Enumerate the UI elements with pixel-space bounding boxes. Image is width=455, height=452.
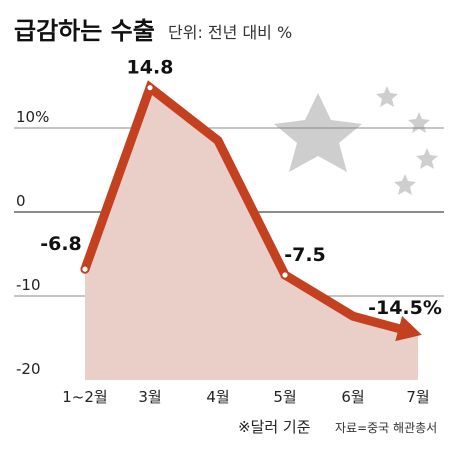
- data-label-0: -6.8: [40, 233, 82, 255]
- x-tick-labels: 1~2월 3월 4월 5월 6월 7월: [62, 388, 429, 406]
- point-marker-0: [80, 264, 90, 274]
- large-star-icon: [274, 93, 362, 172]
- data-label-5: -14.5%: [368, 297, 442, 319]
- y-tick-label-2: -10: [16, 276, 41, 294]
- y-tick-labels: 10% 0 -10 -20: [16, 108, 49, 378]
- y-tick-label-1: 0: [16, 192, 26, 210]
- y-tick-label-3: -20: [16, 360, 41, 378]
- data-label-3: -7.5: [284, 244, 326, 266]
- x-tick-label-3: 5월: [273, 388, 296, 406]
- small-star-icon-2: [408, 112, 430, 133]
- x-tick-label-0: 1~2월: [62, 388, 107, 406]
- decorative-stars: [274, 86, 438, 195]
- data-label-1: 14.8: [127, 57, 174, 79]
- arrowhead-icon: [395, 316, 422, 342]
- x-tick-label-1: 3월: [138, 388, 161, 406]
- small-star-icon-3: [416, 148, 438, 169]
- y-tick-label-0: 10%: [16, 108, 49, 126]
- small-star-icon-4: [394, 174, 416, 195]
- point-marker-3: [280, 270, 290, 280]
- chart-title: 급감하는 수출: [14, 17, 155, 45]
- data-labels: -6.8 14.8 -7.5 -14.5%: [40, 57, 442, 319]
- source-note: 자료=중국 해관총서: [335, 421, 437, 435]
- x-tick-label-5: 7월: [406, 388, 429, 406]
- point-marker-1: [145, 83, 155, 93]
- point-markers: [80, 83, 290, 280]
- small-star-icon-1: [376, 86, 398, 107]
- series-line: [80, 80, 402, 334]
- chart-subtitle: 단위: 전년 대비 %: [168, 23, 292, 42]
- x-tick-label-4: 6월: [341, 388, 364, 406]
- x-tick-label-2: 4월: [206, 388, 229, 406]
- currency-note: ※달러 기준: [238, 418, 311, 436]
